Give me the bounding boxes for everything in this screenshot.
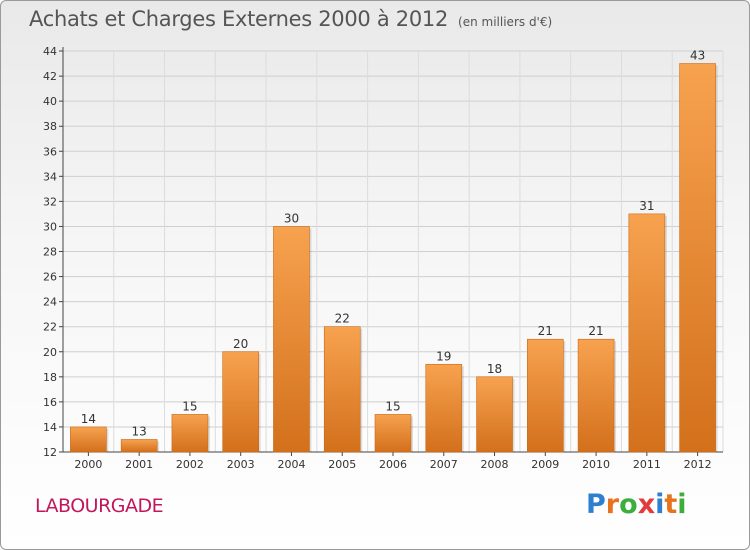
logo-letter: o — [619, 489, 638, 520]
logo-letter: r — [605, 489, 620, 520]
data-label: 15 — [182, 399, 197, 413]
bar — [527, 338, 564, 453]
data-label: 21 — [538, 324, 553, 338]
x-tick-label: 2005 — [328, 458, 356, 471]
logo-letter: i — [655, 489, 665, 520]
commune-name: LABOURGADE — [35, 495, 164, 517]
y-tick-label: 22 — [43, 321, 57, 334]
bars — [70, 63, 718, 453]
bar — [628, 213, 666, 453]
proxiti-logo[interactable]: Proxiti — [586, 489, 687, 520]
chart-unit-note: (en milliers d'€) — [458, 15, 553, 29]
data-label: 30 — [284, 211, 299, 225]
bar — [120, 439, 158, 453]
x-tick-label: 2009 — [531, 458, 559, 471]
x-tick-label: 2006 — [379, 458, 407, 471]
x-tick-label: 2008 — [481, 458, 509, 471]
bar — [374, 414, 412, 453]
data-label: 21 — [588, 324, 603, 338]
chart-title: Achats et Charges Externes 2000 à 2012 — [29, 7, 449, 31]
bar — [171, 414, 209, 453]
y-tick-label: 16 — [43, 396, 57, 409]
x-tick-label: 2012 — [684, 458, 712, 471]
logo-letter: i — [677, 489, 687, 520]
x-tick-label: 2003 — [227, 458, 255, 471]
data-label: 20 — [233, 337, 248, 351]
y-tick-label: 44 — [43, 45, 57, 58]
y-tick-label: 28 — [43, 246, 57, 259]
x-tick-label: 2010 — [582, 458, 610, 471]
x-tick-label: 2002 — [176, 458, 204, 471]
bar — [222, 351, 259, 453]
bar — [679, 63, 716, 453]
data-label: 43 — [690, 49, 705, 63]
bar — [273, 226, 310, 453]
y-axis: 12 14 16 18 20 22 24 26 28 30 32 34 36 38 40 42 44 — [43, 45, 64, 459]
x-tick-label: 2007 — [430, 458, 458, 471]
data-label: 18 — [487, 362, 502, 376]
x-tick-label: 2011 — [633, 458, 661, 471]
chart-title-block: Achats et Charges Externes 2000 à 2012 (e… — [29, 7, 552, 31]
data-label: 13 — [132, 424, 147, 438]
bar — [476, 376, 513, 453]
y-tick-label: 18 — [43, 371, 57, 384]
y-tick-label: 14 — [43, 421, 57, 434]
y-tick-label: 24 — [43, 296, 57, 309]
y-tick-label: 26 — [43, 271, 57, 284]
y-tick-label: 38 — [43, 120, 57, 133]
y-tick-label: 32 — [43, 195, 57, 208]
data-labels: 14 13 15 20 30 22 15 19 18 21 21 31 43 — [81, 49, 706, 439]
data-label: 19 — [436, 349, 451, 363]
x-tick-label: 2000 — [74, 458, 102, 471]
x-tick-label: 2004 — [277, 458, 305, 471]
x-tick-label: 2001 — [125, 458, 153, 471]
y-tick-label: 34 — [43, 170, 57, 183]
y-tick-label: 12 — [43, 446, 57, 459]
data-label: 22 — [335, 312, 350, 326]
data-label: 15 — [385, 399, 400, 413]
bar — [70, 426, 107, 453]
y-tick-label: 20 — [43, 346, 57, 359]
data-label: 31 — [639, 199, 654, 213]
y-tick-label: 30 — [43, 220, 57, 233]
logo-letter: t — [664, 489, 678, 520]
bar — [323, 326, 361, 453]
y-tick-label: 36 — [43, 145, 57, 158]
logo-letter: P — [586, 489, 606, 520]
y-tick-label: 42 — [43, 70, 57, 83]
y-tick-label: 40 — [43, 95, 57, 108]
x-axis: 2000 2001 2002 2003 2004 2005 2006 2007 2008 2009… — [63, 451, 723, 471]
grid-lines — [62, 50, 724, 453]
logo-letter: x — [637, 489, 656, 520]
data-label: 14 — [81, 412, 96, 426]
bar — [425, 363, 463, 453]
bar — [577, 338, 615, 453]
